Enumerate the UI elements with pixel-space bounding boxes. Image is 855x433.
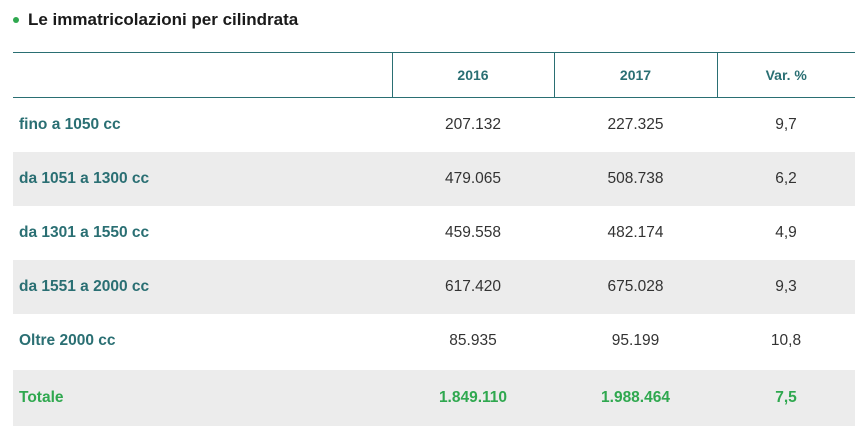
row-label: Oltre 2000 cc — [19, 332, 116, 349]
header-2017: 2017 — [553, 52, 717, 98]
table-row: da 1051 a 1300 cc 479.065 508.738 6,2 — [13, 152, 855, 206]
cell-2016: 617.420 — [392, 260, 554, 314]
header-var: Var. % — [716, 52, 855, 98]
table-row: da 1551 a 2000 cc 617.420 675.028 9,3 — [13, 260, 855, 314]
row-label: da 1301 a 1550 cc — [19, 224, 150, 241]
table-header-row: 2016 2017 Var. % — [13, 52, 855, 98]
cell-2016: 85.935 — [449, 332, 497, 349]
table-row: da 1301 a 1550 cc 459.558 482.174 4,9 — [13, 206, 855, 260]
bullet-icon — [13, 17, 19, 23]
total-2016: 1.849.110 — [392, 370, 554, 426]
cell-var: 9,7 — [775, 116, 797, 133]
table-row: fino a 1050 cc 207.132 227.325 9,7 — [13, 98, 855, 153]
header-label — [13, 52, 392, 98]
table-row: Oltre 2000 cc 85.935 95.199 10,8 — [13, 314, 855, 368]
cell-2017: 95.199 — [611, 332, 660, 349]
row-label: da 1051 a 1300 cc — [13, 152, 392, 206]
row-label: fino a 1050 cc — [19, 116, 121, 133]
header-2016: 2016 — [391, 52, 554, 98]
cell-2016: 479.065 — [392, 152, 554, 206]
total-var: 7,5 — [717, 370, 855, 426]
cell-var: 9,3 — [717, 260, 855, 314]
cell-2016: 207.132 — [444, 116, 502, 133]
cell-2016: 459.558 — [444, 224, 502, 241]
registrations-table: 2016 2017 Var. % fino a 1050 cc 207.132 … — [13, 52, 855, 426]
row-label: da 1551 a 2000 cc — [13, 260, 392, 314]
page-title: Le immatricolazioni per cilindrata — [28, 10, 299, 29]
cell-2017: 482.174 — [607, 224, 664, 241]
cell-2017: 508.738 — [554, 152, 717, 206]
cell-var: 10,8 — [770, 332, 802, 349]
total-row: Totale 1.849.110 1.988.464 7,5 — [13, 370, 855, 426]
cell-var: 4,9 — [775, 224, 797, 241]
spacer-row — [13, 368, 855, 370]
cell-2017: 227.325 — [607, 116, 664, 133]
cell-2017: 675.028 — [554, 260, 717, 314]
cell-var: 6,2 — [717, 152, 855, 206]
title-row: Le immatricolazioni per cilindrata — [13, 9, 298, 31]
total-label: Totale — [13, 370, 392, 426]
total-2017: 1.988.464 — [554, 370, 717, 426]
